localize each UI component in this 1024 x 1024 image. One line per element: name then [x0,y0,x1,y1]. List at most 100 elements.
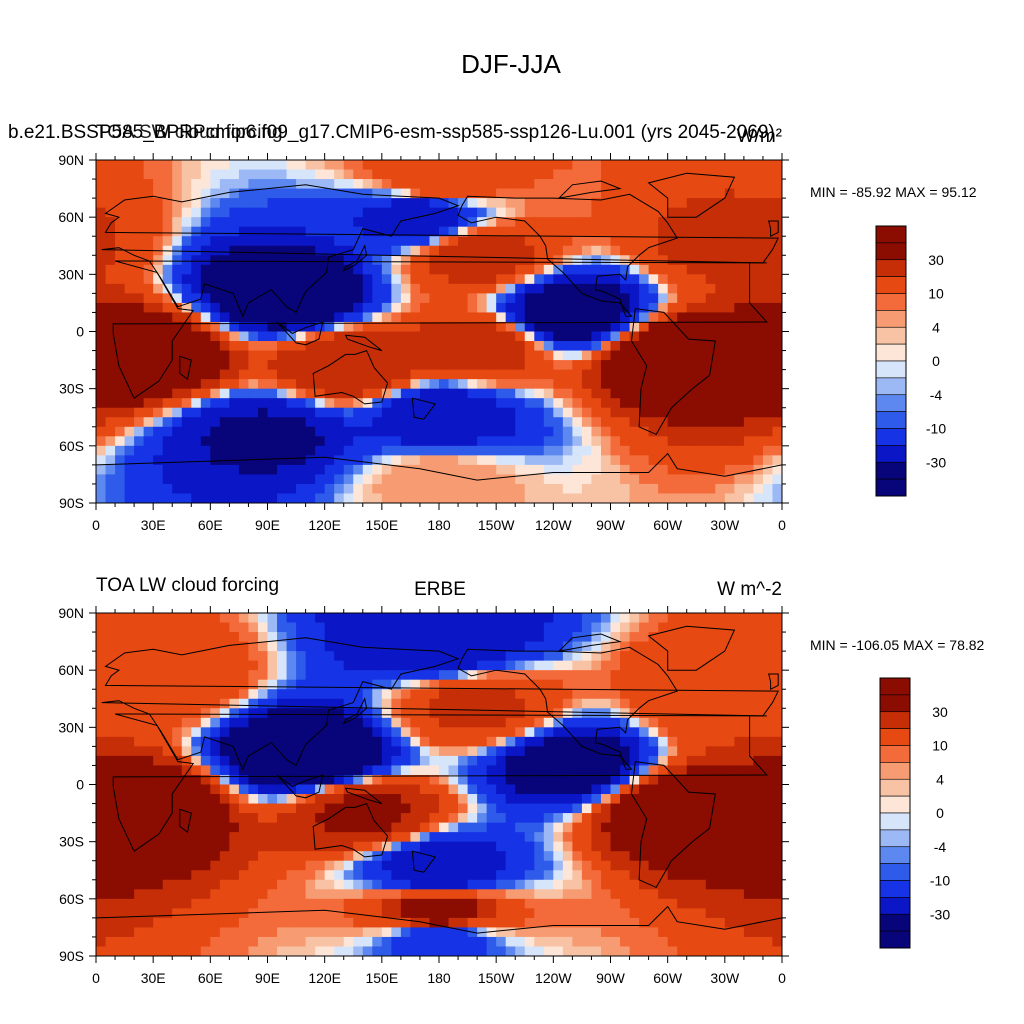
field-cell [96,217,107,228]
field-cell [296,870,307,881]
field-cell [753,736,764,747]
field-cell [648,226,659,237]
field-cell [515,622,526,633]
field-cell [248,632,259,643]
field-cell [96,736,107,747]
field-cell [439,632,450,643]
field-cell [381,613,392,624]
field-cell [715,832,726,843]
field-cell [600,483,612,495]
field-cell [486,341,497,352]
field-cell [724,264,735,275]
field-cell [372,321,383,333]
field-cell [267,445,278,456]
field-cell [362,774,373,786]
field-cell [753,851,764,862]
field-cell [600,341,612,352]
field-cell [229,632,240,643]
field-cell [210,207,221,218]
field-cell [686,860,697,871]
field-cell [200,255,211,266]
field-cell [496,207,507,218]
field-cell [610,879,621,890]
field-cell [705,293,716,304]
field-cell [286,870,297,881]
field-cell [667,179,678,190]
field-cell [696,813,707,824]
field-cell [734,813,745,824]
field-cell [448,293,459,304]
field-cell [105,870,116,881]
field-cell [400,736,412,747]
field-cell [705,226,716,237]
field-cell [134,188,145,199]
field-cell [600,302,612,314]
field-cell [439,794,450,805]
field-cell [219,870,230,881]
field-cell [334,293,345,304]
field-cell [191,160,202,171]
field-cell [696,255,707,266]
field-cell [162,169,173,180]
field-cell [705,283,716,294]
field-cell [115,360,126,371]
field-cell [353,379,364,390]
field-cell [115,679,126,690]
field-cell [534,689,545,700]
field-cell [543,379,554,390]
field-cell [248,379,259,390]
field-cell [277,207,288,218]
field-cell [753,879,764,890]
field-cell [600,813,612,824]
field-cell [610,774,621,786]
field-cell [362,283,373,294]
field-cell [267,245,278,256]
field-cell [658,207,669,218]
field-cell [391,765,402,776]
field-cell [743,274,755,285]
field-cell [172,293,183,304]
field-cell [467,293,478,304]
field-cell [210,803,221,814]
field-cell [324,179,335,190]
field-cell [229,255,240,266]
field-cell [229,794,240,805]
field-cell [534,483,545,495]
field-cell [753,746,764,757]
field-cell [686,832,697,843]
field-cell [715,398,726,409]
field-cell [381,360,392,371]
field-cell [419,794,431,805]
field-cell [219,670,230,681]
field-cell [248,822,259,833]
field-cell [229,698,240,709]
field-cell [467,407,478,418]
field-cell [458,464,469,476]
field-cell [105,436,116,447]
field-cell [543,679,554,690]
field-cell [134,493,145,503]
field-cell [305,879,316,890]
field-cell [591,464,602,476]
field-cell [324,331,335,342]
field-cell [277,302,288,314]
field-cell [534,651,545,662]
field-cell [315,293,326,304]
field-cell [524,255,535,266]
field-cell [248,698,259,709]
field-cell [200,898,211,909]
field-cell [296,613,307,624]
field-cell [610,312,621,323]
field-cell [257,660,269,671]
field-cell [353,698,364,709]
field-cell [734,641,745,652]
field-cell [134,679,145,690]
field-cell [620,407,631,418]
field-cell [762,689,774,700]
field-cell [496,708,507,719]
field-cell [429,160,440,171]
field-cell [534,283,545,294]
field-cell [391,613,402,624]
field-cell [219,379,230,390]
field-cell [772,236,782,247]
